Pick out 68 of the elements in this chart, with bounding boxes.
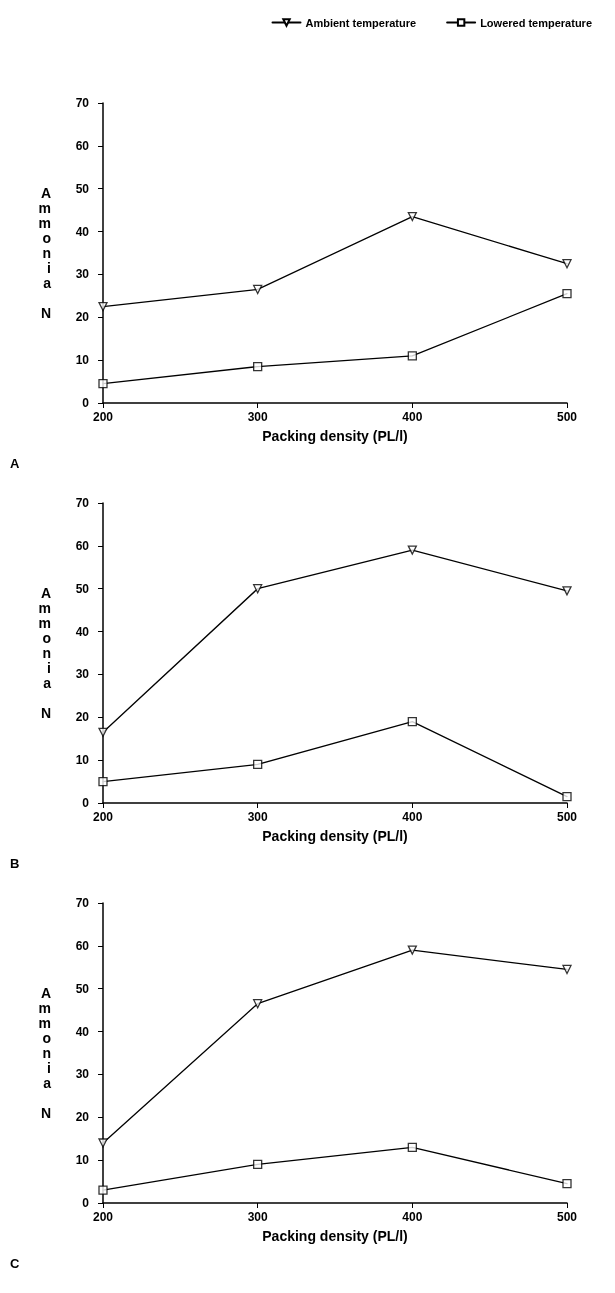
y-tick-label: 40 xyxy=(75,224,90,239)
x-axis-title: Packing density (PL/l) xyxy=(262,428,408,444)
x-tick-label: 400 xyxy=(402,1210,423,1224)
y-tick-label: 20 xyxy=(75,710,90,725)
text: C xyxy=(10,1256,20,1271)
y-tick-label: 50 xyxy=(75,981,90,996)
y-tick-label: 60 xyxy=(75,138,90,153)
y-tick-label: 70 xyxy=(75,96,90,110)
y-tick-label: 20 xyxy=(75,310,90,325)
x-tick-label: 500 xyxy=(556,410,578,424)
y-tick-label: 10 xyxy=(75,753,90,768)
y-tick-label: 10 xyxy=(75,1153,90,1168)
point xyxy=(98,379,108,389)
x-tick-label: 200 xyxy=(92,410,114,424)
y-tick-label: 50 xyxy=(75,581,90,596)
point xyxy=(562,1179,572,1189)
y-tick-label: 70 xyxy=(75,496,90,510)
x-axis-title: Packing density (PL/l) xyxy=(262,1228,408,1244)
y-axis-title: Ammonia N xyxy=(38,185,52,321)
x-tick-label: 200 xyxy=(92,810,114,824)
legend-label: Ambient temperature xyxy=(305,16,417,29)
x-tick-label: 500 xyxy=(556,1210,578,1224)
y-tick-label: 60 xyxy=(75,538,90,553)
x-axis-title: Packing density (PL/l) xyxy=(262,828,408,844)
point xyxy=(253,999,263,1009)
point xyxy=(407,945,417,955)
point xyxy=(407,351,417,361)
y-tick-label: 30 xyxy=(75,667,90,682)
text: A xyxy=(10,456,20,471)
point xyxy=(562,259,572,269)
y-tick-label: 40 xyxy=(75,1024,90,1039)
point xyxy=(562,964,572,975)
point xyxy=(407,1142,417,1152)
point xyxy=(562,586,572,596)
legend-label: Lowered temperature xyxy=(480,16,593,29)
point xyxy=(253,584,263,594)
point xyxy=(253,1159,263,1170)
y-tick-label: 40 xyxy=(75,624,90,639)
y-tick-label: 0 xyxy=(82,396,90,410)
x-tick-label: 400 xyxy=(402,410,423,424)
y-tick-label: 30 xyxy=(75,267,90,282)
point xyxy=(562,289,572,299)
y-tick-label: 60 xyxy=(75,938,90,953)
point xyxy=(562,791,572,802)
y-tick-label: 30 xyxy=(75,1067,90,1082)
x-tick-label: 400 xyxy=(402,810,423,824)
x-tick-label: 500 xyxy=(556,810,578,824)
point xyxy=(253,361,263,372)
point xyxy=(407,211,417,222)
point xyxy=(98,776,108,787)
x-tick-label: 200 xyxy=(92,1210,114,1224)
point xyxy=(253,759,263,770)
x-tick-label: 300 xyxy=(247,810,268,824)
y-axis-title: Ammonia N xyxy=(38,585,52,721)
x-tick-label: 300 xyxy=(247,410,268,424)
point xyxy=(407,545,417,555)
text: B xyxy=(10,856,20,871)
y-tick-label: 0 xyxy=(82,796,90,810)
y-tick-label: 10 xyxy=(75,353,90,368)
y-tick-label: 20 xyxy=(75,1110,90,1125)
y-tick-label: 70 xyxy=(75,896,90,910)
point xyxy=(253,284,263,295)
x-tick-label: 300 xyxy=(247,1210,268,1224)
point xyxy=(407,716,417,727)
y-tick-label: 50 xyxy=(75,181,90,196)
y-tick-label: 0 xyxy=(82,1196,90,1210)
y-axis-title: Ammonia N xyxy=(38,985,52,1121)
point xyxy=(98,1185,108,1195)
